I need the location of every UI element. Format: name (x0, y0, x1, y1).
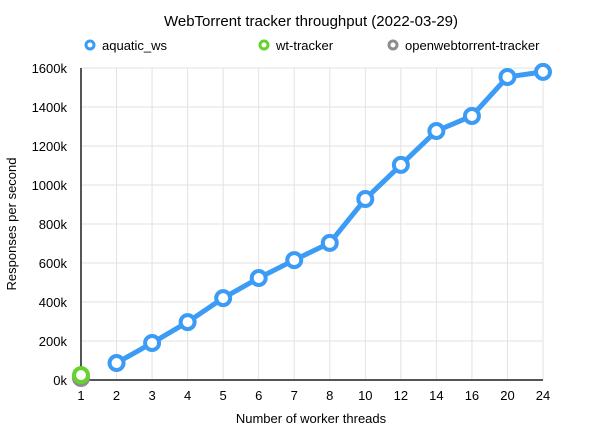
x-tick-label: 10 (358, 388, 372, 403)
x-tick-label: 8 (326, 388, 333, 403)
data-point (249, 269, 268, 288)
data-point (178, 313, 197, 332)
y-tick-label: 0k (53, 373, 67, 388)
x-tick-label: 2 (113, 388, 120, 403)
x-axis-label: Number of worker threads (236, 411, 387, 426)
legend-label: wt-tracker (275, 38, 334, 53)
legend-label: openwebtorrent-tracker (405, 38, 540, 53)
y-tick-label: 400k (39, 295, 68, 310)
y-axis-label: Responses per second (4, 158, 19, 291)
x-tick-label: 6 (255, 388, 262, 403)
x-tick-label: 12 (394, 388, 408, 403)
data-point (214, 289, 233, 308)
data-point (72, 366, 90, 385)
data-point (391, 155, 410, 174)
x-tick-label: 3 (148, 388, 155, 403)
y-tick-label: 1000k (32, 178, 68, 193)
y-tick-label: 1400k (32, 100, 68, 115)
chart-title: WebTorrent tracker throughput (2022-03-2… (164, 13, 458, 30)
data-point (320, 233, 339, 252)
y-tick-label: 1600k (32, 61, 68, 76)
data-point (143, 333, 162, 352)
x-tick-label: 5 (220, 388, 227, 403)
data-point (498, 67, 517, 86)
y-tick-label: 600k (39, 256, 68, 271)
legend: aquatic_ws wt-tracker openwebtorrent-track… (84, 38, 540, 53)
data-point (107, 354, 126, 373)
x-tick-label: 20 (500, 388, 514, 403)
y-tick-label: 1200k (32, 139, 68, 154)
x-tick-label: 24 (536, 388, 550, 403)
y-tick-label: 200k (39, 334, 68, 349)
legend-label: aquatic_ws (102, 38, 168, 53)
data-point (427, 121, 446, 140)
y-tick-label: 800k (39, 217, 68, 232)
data-point (285, 251, 304, 270)
x-tick-label: 1 (77, 388, 84, 403)
x-tick-label: 16 (465, 388, 479, 403)
x-tick-label: 7 (291, 388, 298, 403)
x-tick-label: 14 (429, 388, 443, 403)
data-point (462, 106, 481, 125)
x-tick-label: 4 (184, 388, 191, 403)
legend-marker-icon (258, 39, 270, 51)
legend-marker-icon (387, 39, 399, 51)
legend-marker-icon (84, 39, 96, 51)
data-point (356, 190, 375, 209)
data-point (534, 62, 552, 81)
